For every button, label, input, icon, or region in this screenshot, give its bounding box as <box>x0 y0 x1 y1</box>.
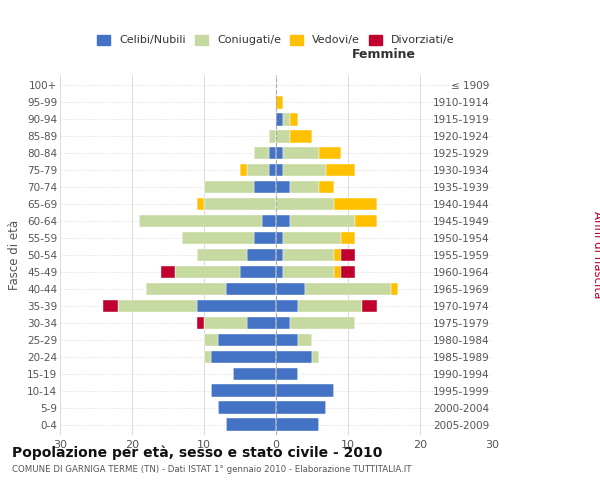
Bar <box>362 300 377 312</box>
Bar <box>319 180 334 194</box>
Bar <box>276 418 319 431</box>
Bar <box>204 180 254 194</box>
Bar <box>276 316 290 330</box>
Bar <box>290 316 355 330</box>
Bar <box>283 248 334 262</box>
Bar <box>204 198 276 210</box>
Bar <box>276 350 312 364</box>
Text: Popolazione per età, sesso e stato civile - 2010: Popolazione per età, sesso e stato civil… <box>12 446 382 460</box>
Bar <box>341 232 355 244</box>
Bar <box>276 113 283 126</box>
Bar <box>276 300 298 312</box>
Bar <box>247 164 269 176</box>
Bar <box>269 146 276 160</box>
Bar <box>254 146 269 160</box>
Bar <box>197 300 276 312</box>
Bar <box>197 248 247 262</box>
Bar <box>197 316 204 330</box>
Bar <box>240 266 276 278</box>
Bar <box>276 198 334 210</box>
Text: Femmine: Femmine <box>352 48 416 60</box>
Bar <box>218 334 276 346</box>
Bar <box>334 266 341 278</box>
Bar <box>276 96 283 108</box>
Bar <box>276 334 298 346</box>
Bar <box>334 198 377 210</box>
Bar <box>182 232 254 244</box>
Bar <box>298 300 362 312</box>
Bar <box>276 402 326 414</box>
Bar <box>290 180 319 194</box>
Bar <box>283 146 319 160</box>
Bar <box>276 266 283 278</box>
Text: Anni di nascita: Anni di nascita <box>590 212 600 298</box>
Bar <box>276 282 305 296</box>
Bar <box>262 214 276 228</box>
Bar <box>211 384 276 397</box>
Legend: Celibi/Nubili, Coniugati/e, Vedovi/e, Divorziati/e: Celibi/Nubili, Coniugati/e, Vedovi/e, Di… <box>93 30 459 50</box>
Bar <box>247 248 276 262</box>
Bar <box>276 130 290 142</box>
Bar <box>204 334 218 346</box>
Bar <box>276 248 283 262</box>
Bar <box>276 368 298 380</box>
Bar <box>276 384 334 397</box>
Bar <box>283 164 326 176</box>
Bar <box>290 113 298 126</box>
Bar <box>341 266 355 278</box>
Bar <box>326 164 355 176</box>
Bar <box>276 164 283 176</box>
Bar <box>218 402 276 414</box>
Bar <box>341 248 355 262</box>
Bar <box>247 316 276 330</box>
Bar <box>226 282 276 296</box>
Bar <box>175 266 240 278</box>
Bar <box>283 113 290 126</box>
Bar <box>146 282 226 296</box>
Bar <box>269 164 276 176</box>
Bar <box>276 232 283 244</box>
Bar <box>240 164 247 176</box>
Bar <box>298 334 312 346</box>
Bar <box>283 232 341 244</box>
Bar <box>305 282 391 296</box>
Y-axis label: Fasce di età: Fasce di età <box>8 220 22 290</box>
Bar <box>211 350 276 364</box>
Bar <box>391 282 398 296</box>
Bar <box>290 214 355 228</box>
Bar <box>276 180 290 194</box>
Bar <box>204 316 247 330</box>
Bar <box>118 300 197 312</box>
Bar <box>334 248 341 262</box>
Bar <box>290 130 312 142</box>
Text: COMUNE DI GARNIGA TERME (TN) - Dati ISTAT 1° gennaio 2010 - Elaborazione TUTTITA: COMUNE DI GARNIGA TERME (TN) - Dati ISTA… <box>12 466 412 474</box>
Bar <box>233 368 276 380</box>
Bar <box>276 146 283 160</box>
Bar <box>226 418 276 431</box>
Bar <box>254 232 276 244</box>
Bar <box>161 266 175 278</box>
Bar <box>319 146 341 160</box>
Bar <box>197 198 204 210</box>
Bar <box>139 214 262 228</box>
Bar <box>204 350 211 364</box>
Bar <box>103 300 118 312</box>
Bar <box>254 180 276 194</box>
Bar <box>283 266 334 278</box>
Bar <box>269 130 276 142</box>
Bar <box>355 214 377 228</box>
Bar <box>276 214 290 228</box>
Bar <box>312 350 319 364</box>
